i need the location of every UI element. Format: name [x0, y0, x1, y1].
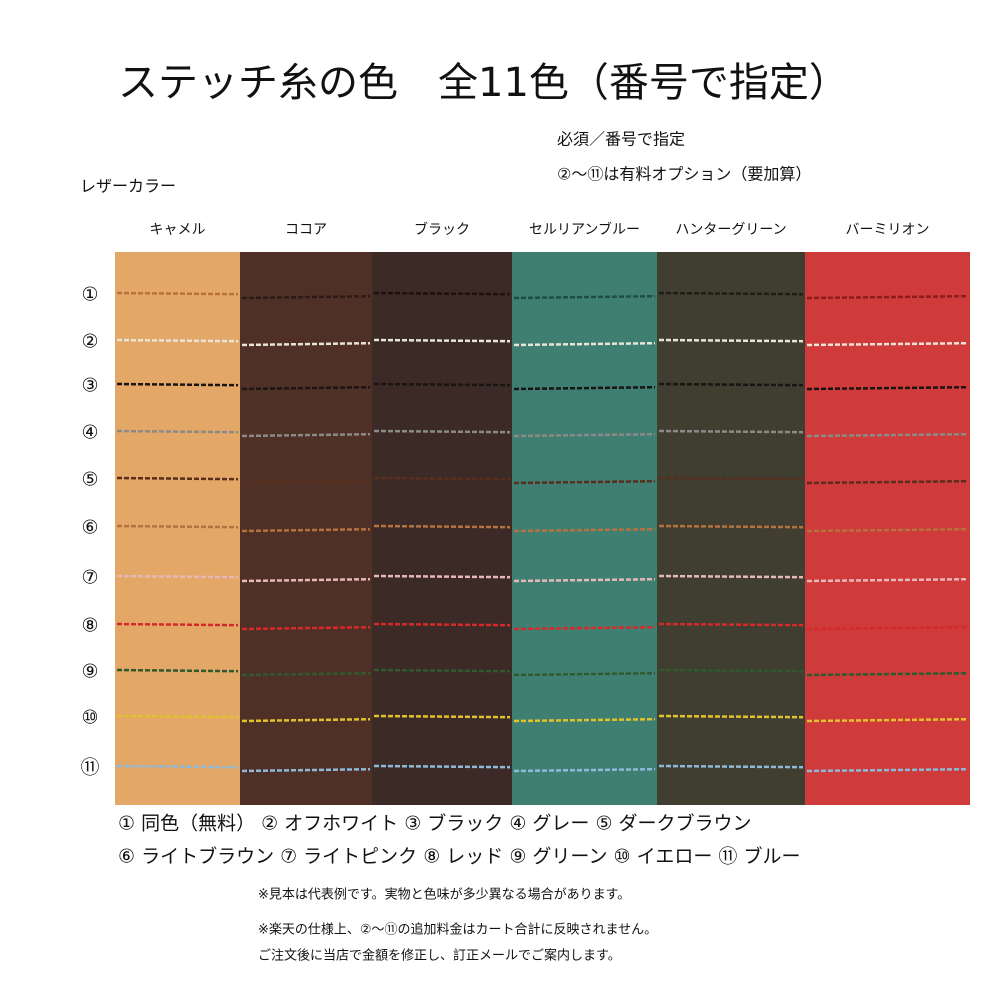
stitch [241, 717, 371, 723]
stitch [658, 382, 804, 387]
note: ②〜⑪は有料オプション（要加算） [557, 165, 811, 184]
leather-name: バーミリオン [846, 222, 930, 238]
stitch [513, 625, 656, 631]
stitch [241, 385, 371, 391]
stitch [241, 341, 371, 347]
stitch [241, 527, 371, 533]
stitch [806, 577, 969, 583]
stitch [116, 291, 239, 296]
footnote: ご注文後に当店で金額を修正し、訂正メールでご案内します。 [258, 948, 621, 964]
stitch [373, 524, 511, 529]
row-number: ② [81, 331, 98, 353]
stitch [241, 625, 371, 631]
stitch [116, 574, 239, 579]
stitch [658, 338, 804, 343]
stitch [373, 382, 511, 387]
stitch [806, 385, 969, 391]
stitch [513, 577, 656, 583]
stitch [806, 294, 969, 300]
stitch [116, 338, 239, 343]
stitch [806, 432, 969, 438]
title: ステッチ糸の色 全11色（番号で指定） [118, 60, 849, 106]
stitch [116, 764, 239, 769]
stitch [513, 294, 656, 300]
stitch [373, 668, 511, 673]
stitch [241, 767, 371, 773]
stitch [241, 577, 371, 583]
stitch [241, 432, 371, 438]
row-number: ⑧ [81, 615, 98, 637]
row-number: ④ [81, 422, 98, 444]
leather-swatch [805, 252, 970, 805]
row-number: ① [81, 284, 98, 306]
row-number: ⑪ [80, 757, 99, 779]
row-number: ③ [81, 375, 98, 397]
stitch [806, 479, 969, 485]
stitch [513, 717, 656, 723]
legend-line: ⑥ ライトブラウン ⑦ ライトピンク ⑧ レッド ⑨ グリーン ⑩ イエロー ⑪… [118, 845, 800, 868]
row-number: ⑥ [81, 517, 98, 539]
stitch [513, 432, 656, 438]
stitch [513, 767, 656, 773]
stitch [373, 622, 511, 627]
stitch [116, 524, 239, 529]
stitch [116, 622, 239, 627]
stitch [241, 671, 371, 677]
stitch [116, 714, 239, 719]
leather-swatch [657, 252, 805, 805]
stitch [241, 294, 371, 300]
leather-label: レザーカラー [80, 177, 176, 196]
note: 必須／番号で指定 [557, 130, 685, 149]
stitch [513, 479, 656, 485]
stitch [806, 527, 969, 533]
stitch [806, 671, 969, 677]
stitch [513, 671, 656, 677]
stitch [373, 429, 511, 434]
stitch [806, 767, 969, 773]
row-number: ⑨ [81, 661, 98, 683]
stitch [513, 527, 656, 533]
stitch [513, 385, 656, 391]
stitch [116, 668, 239, 673]
stitch [373, 574, 511, 579]
stitch [513, 341, 656, 347]
leather-name: キャメル [150, 222, 206, 238]
leather-name: ブラック [414, 221, 470, 238]
stitch [658, 622, 804, 627]
row-number: ⑦ [81, 567, 98, 589]
stitch [658, 574, 804, 579]
stitch [116, 476, 239, 481]
leather-name: ハンターグリーン [675, 222, 786, 238]
leather-name: セルリアンブルー [529, 221, 640, 238]
leather-swatch [240, 252, 372, 805]
stitch [806, 717, 969, 723]
stitch [658, 764, 804, 769]
stitch [806, 625, 969, 631]
footnote: ※楽天の仕様上、②〜⑪の追加料金はカート合計に反映されません。 [258, 922, 657, 938]
stitch [658, 714, 804, 719]
stitch [658, 476, 804, 481]
footnote: ※見本は代表例です。実物と色味が多少異なる場合があります。 [258, 887, 630, 903]
leather-swatch [115, 252, 240, 805]
stitch [658, 668, 804, 673]
row-number: ⑩ [81, 707, 98, 729]
legend-line: ① 同色（無料） ② オフホワイト ③ ブラック ④ グレー ⑤ ダークブラウン [118, 812, 752, 835]
stitch [658, 429, 804, 434]
stitch [116, 382, 239, 387]
stitch [373, 291, 511, 296]
row-number: ⑤ [81, 469, 98, 491]
stitch [373, 764, 511, 769]
stitch [373, 338, 511, 343]
leather-swatch [372, 252, 512, 805]
stitch [116, 429, 239, 434]
stitch [241, 479, 371, 485]
leather-name: ココア [285, 222, 327, 238]
stitch [806, 341, 969, 347]
stitch [373, 714, 511, 719]
stitch [658, 524, 804, 529]
stitch [658, 291, 804, 296]
stitch [373, 476, 511, 481]
